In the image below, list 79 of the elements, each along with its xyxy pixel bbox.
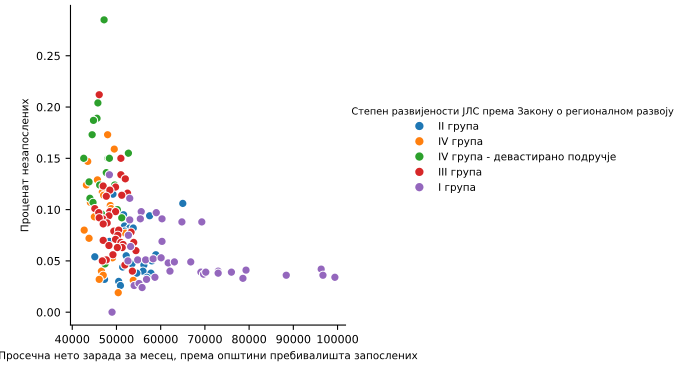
point <box>197 217 206 227</box>
y-tick-label: 0.20 <box>36 103 60 112</box>
x-tick-label: 40000 <box>55 334 90 344</box>
point <box>178 198 188 208</box>
x-tick-label: 70000 <box>188 334 222 344</box>
point <box>94 90 104 100</box>
point <box>165 266 175 276</box>
point <box>102 130 112 140</box>
point <box>150 272 160 282</box>
point <box>226 267 236 277</box>
x-tick-label: 100000 <box>318 334 358 344</box>
legend-title: Степен развијености ЈЛС према Закону о регионалном развоју <box>352 107 674 117</box>
point <box>98 181 108 191</box>
point <box>117 213 126 223</box>
point <box>90 252 100 262</box>
point <box>108 250 118 260</box>
point <box>120 174 130 184</box>
x-tick-label: 50000 <box>100 334 134 344</box>
point <box>282 270 291 280</box>
point <box>213 268 223 278</box>
point <box>186 257 196 267</box>
y-tick-label: 0.10 <box>36 206 60 214</box>
point <box>112 242 122 252</box>
point <box>88 116 98 126</box>
point <box>152 208 161 218</box>
point <box>117 190 126 200</box>
point <box>79 154 88 164</box>
point <box>136 214 146 224</box>
x-tick-label: 80000 <box>232 334 266 344</box>
point <box>156 253 166 263</box>
y-tick-label: 0.15 <box>36 154 60 163</box>
point <box>94 274 104 284</box>
y-tick-label: 0.00 <box>36 308 60 317</box>
point <box>201 267 210 277</box>
point <box>98 256 108 266</box>
legend-label: IV група <box>439 137 482 148</box>
point <box>238 274 248 284</box>
point <box>99 15 109 25</box>
legend-label: II група <box>439 122 478 132</box>
legend-label: IV група - девастирано подручје <box>439 152 616 162</box>
point <box>102 192 111 201</box>
point <box>133 255 142 265</box>
x-tick-label: 90000 <box>276 334 310 344</box>
point <box>157 236 167 246</box>
point <box>170 257 180 267</box>
legend-label: I група <box>439 183 476 193</box>
y-tick-label: 0.05 <box>36 256 60 266</box>
point <box>177 217 187 227</box>
point <box>110 144 119 154</box>
point <box>330 272 340 282</box>
point <box>104 240 114 250</box>
point <box>98 236 108 246</box>
point <box>123 256 133 266</box>
point <box>87 130 97 140</box>
point <box>126 242 136 252</box>
x-tick-label: 60000 <box>144 334 178 344</box>
point <box>140 255 150 265</box>
y-axis-title: Проценат незапослених <box>20 98 30 232</box>
point <box>124 230 134 240</box>
point <box>107 308 117 317</box>
point <box>104 170 114 180</box>
point <box>318 270 328 280</box>
point <box>84 234 94 244</box>
point <box>93 98 103 108</box>
point <box>128 266 138 276</box>
point <box>116 154 126 164</box>
point <box>125 215 134 225</box>
point <box>98 219 108 229</box>
y-tick-label: 0.25 <box>36 52 60 60</box>
point <box>84 177 94 187</box>
point <box>137 282 147 292</box>
point <box>80 225 89 235</box>
point <box>241 265 251 275</box>
point <box>114 288 123 298</box>
point <box>125 194 134 204</box>
legend-label: III група <box>439 168 482 178</box>
point <box>142 274 152 284</box>
point <box>157 214 167 224</box>
point <box>124 148 134 158</box>
